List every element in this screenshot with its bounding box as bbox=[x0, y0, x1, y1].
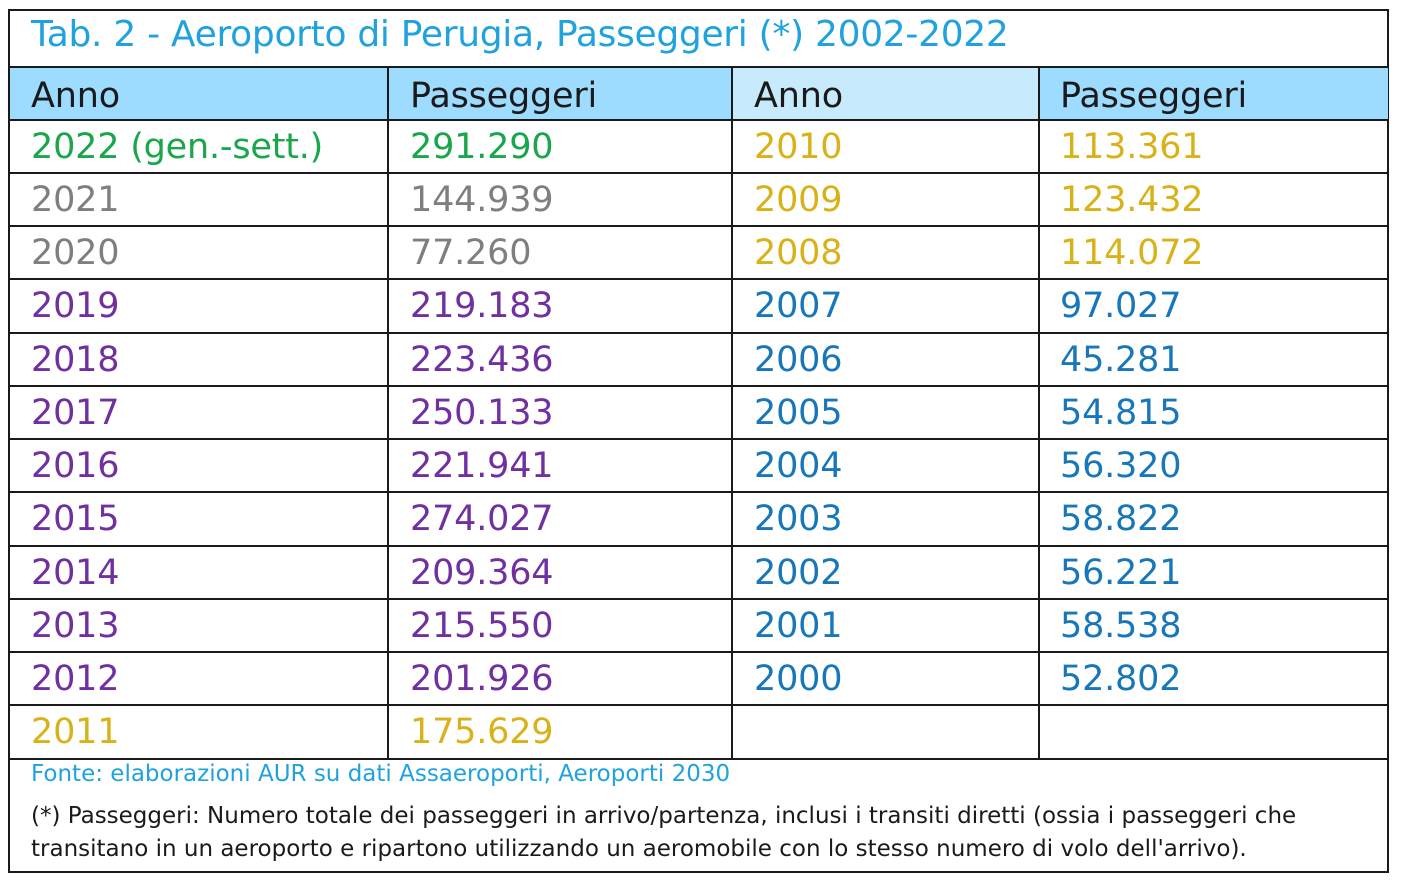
grid-hline bbox=[10, 119, 1388, 121]
grid-hline bbox=[10, 332, 1388, 334]
passengers-cell: 223.436 bbox=[410, 340, 554, 380]
year-cell: 2009 bbox=[754, 180, 843, 220]
year-cell: 2000 bbox=[754, 659, 843, 699]
passengers-cell: 274.027 bbox=[410, 499, 554, 539]
header-row-background bbox=[10, 67, 1388, 120]
passengers-cell: 56.221 bbox=[1060, 553, 1182, 593]
header-row-background-alt bbox=[732, 67, 1039, 120]
grid-hline bbox=[10, 172, 1388, 174]
passengers-cell: 114.072 bbox=[1060, 233, 1204, 273]
passengers-cell: 113.361 bbox=[1060, 127, 1204, 167]
table-title: Tab. 2 - Aeroporto di Perugia, Passegger… bbox=[31, 14, 1009, 55]
year-cell: 2021 bbox=[31, 180, 120, 220]
year-cell: 2001 bbox=[754, 606, 843, 646]
header-anno-right: Anno bbox=[754, 76, 843, 116]
header-passeggeri-left: Passeggeri bbox=[410, 76, 598, 116]
grid-hline bbox=[10, 758, 1388, 760]
year-cell: 2008 bbox=[754, 233, 843, 273]
year-cell: 2012 bbox=[31, 659, 120, 699]
table-frame bbox=[8, 9, 1389, 873]
passengers-cell: 219.183 bbox=[410, 286, 554, 326]
passengers-cell: 209.364 bbox=[410, 553, 554, 593]
passengers-cell: 123.432 bbox=[1060, 180, 1204, 220]
passengers-cell: 77.260 bbox=[410, 233, 532, 273]
year-cell: 2005 bbox=[754, 393, 843, 433]
year-cell: 2004 bbox=[754, 446, 843, 486]
passengers-cell: 215.550 bbox=[410, 606, 554, 646]
passengers-cell: 221.941 bbox=[410, 446, 554, 486]
grid-hline bbox=[10, 545, 1388, 547]
year-cell: 2010 bbox=[754, 127, 843, 167]
passengers-cell: 201.926 bbox=[410, 659, 554, 699]
grid-vline bbox=[1038, 67, 1040, 759]
grid-hline bbox=[10, 651, 1388, 653]
year-cell: 2019 bbox=[31, 286, 120, 326]
passengers-cell: 97.027 bbox=[1060, 286, 1182, 326]
year-cell: 2022 (gen.-sett.) bbox=[31, 127, 324, 167]
header-anno-left: Anno bbox=[31, 76, 120, 116]
grid-hline bbox=[10, 598, 1388, 600]
year-cell: 2017 bbox=[31, 393, 120, 433]
grid-hline bbox=[10, 385, 1388, 387]
source-note: Fonte: elaborazioni AUR su dati Assaerop… bbox=[31, 761, 731, 787]
year-cell: 2015 bbox=[31, 499, 120, 539]
passengers-cell: 58.538 bbox=[1060, 606, 1182, 646]
grid-hline bbox=[10, 491, 1388, 493]
passengers-cell: 58.822 bbox=[1060, 499, 1182, 539]
passengers-cell: 56.320 bbox=[1060, 446, 1182, 486]
grid-hline bbox=[10, 278, 1388, 280]
passengers-cell: 250.133 bbox=[410, 393, 554, 433]
year-cell: 2002 bbox=[754, 553, 843, 593]
year-cell: 2016 bbox=[31, 446, 120, 486]
year-cell: 2013 bbox=[31, 606, 120, 646]
grid-vline bbox=[387, 67, 389, 759]
passengers-cell: 52.802 bbox=[1060, 659, 1182, 699]
footnote: (*) Passeggeri: Numero totale dei passeg… bbox=[31, 803, 1297, 862]
year-cell: 2014 bbox=[31, 553, 120, 593]
grid-hline bbox=[10, 704, 1388, 706]
grid-vline bbox=[731, 67, 733, 759]
passengers-cell: 291.290 bbox=[410, 127, 554, 167]
passengers-cell: 175.629 bbox=[410, 712, 554, 752]
passengers-cell: 144.939 bbox=[410, 180, 554, 220]
year-cell: 2018 bbox=[31, 340, 120, 380]
grid-hline bbox=[10, 438, 1388, 440]
year-cell: 2011 bbox=[31, 712, 120, 752]
grid-hline bbox=[10, 66, 1388, 68]
grid-hline bbox=[10, 225, 1388, 227]
year-cell: 2003 bbox=[754, 499, 843, 539]
passengers-cell: 45.281 bbox=[1060, 340, 1182, 380]
header-passeggeri-right: Passeggeri bbox=[1060, 76, 1248, 116]
year-cell: 2007 bbox=[754, 286, 843, 326]
year-cell: 2020 bbox=[31, 233, 120, 273]
passengers-cell: 54.815 bbox=[1060, 393, 1182, 433]
year-cell: 2006 bbox=[754, 340, 843, 380]
